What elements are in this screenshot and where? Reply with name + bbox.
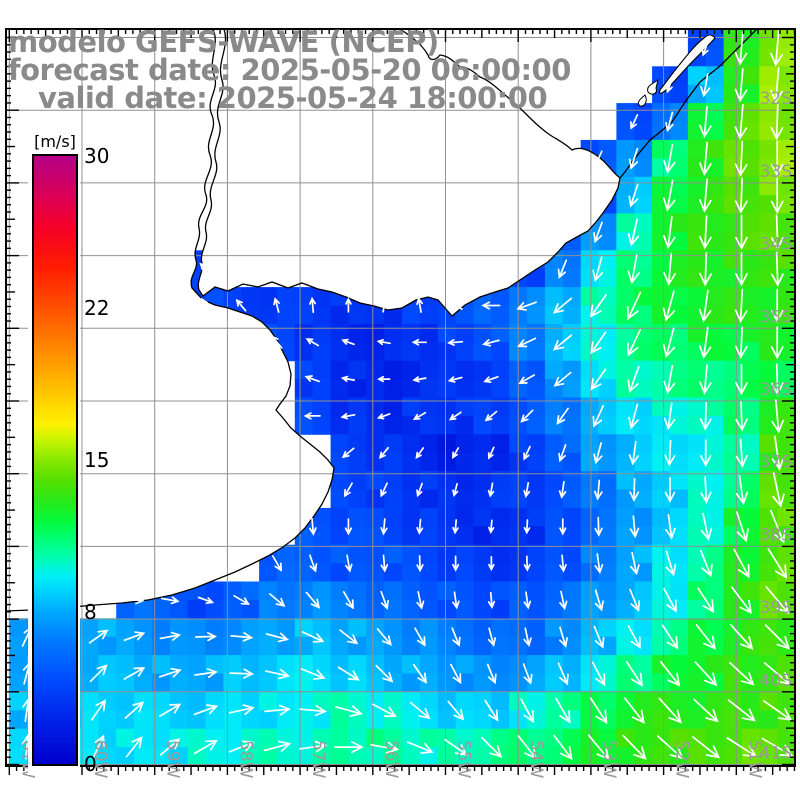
latitude-label: 35S (760, 307, 792, 327)
colorbar: [m/s] 30 22 15 8 0 (28, 130, 109, 776)
colorbar-gradient (32, 154, 78, 766)
longitude-label: 55W (454, 740, 474, 779)
latitude-label: 36S (760, 380, 792, 400)
graticule-grid (6, 29, 795, 766)
latitude-label: 39S (760, 598, 792, 618)
latitude-label: 38S (760, 525, 792, 545)
land-argentina (6, 29, 334, 611)
longitude-label: 52W (672, 740, 692, 779)
latitude-label: 40S (760, 671, 792, 691)
longitude-label: 60W (90, 740, 110, 779)
colorbar-tick-label: 0 (84, 752, 97, 776)
longitude-label: 59W (163, 740, 183, 779)
colorbar-tick-label: 22 (84, 296, 110, 320)
axis-labels: 61W60W59W58W57W56W55W54W53W52W51W32S33S3… (17, 89, 792, 778)
latitude-label: 37S (760, 453, 792, 473)
land-mask (6, 29, 620, 611)
colorbar-tick-label: 30 (84, 144, 110, 168)
longitude-label: 56W (381, 740, 401, 779)
map-frame-and-ticks (5, 28, 796, 775)
longitude-label: 53W (599, 740, 619, 779)
latitude-label: 33S (760, 162, 792, 182)
longitude-label: 51W (744, 740, 764, 779)
small-lagoons (637, 78, 659, 107)
land-uruguay (198, 29, 620, 316)
coastline (5, 28, 758, 612)
latitude-label: 34S (760, 235, 792, 255)
wind-direction-arrows (21, 30, 794, 761)
latitude-label: 41S (760, 744, 792, 764)
longitude-label: 54W (526, 740, 546, 779)
longitude-label: 57W (308, 740, 328, 779)
latitude-label: 32S (760, 89, 792, 109)
colorbar-unit-label: [m/s] (34, 132, 76, 151)
colorbar-tick-label: 8 (84, 600, 97, 624)
coastal-lagoon (659, 34, 716, 94)
colorbar-tick-label: 15 (84, 448, 110, 472)
longitude-label: 58W (235, 740, 255, 779)
